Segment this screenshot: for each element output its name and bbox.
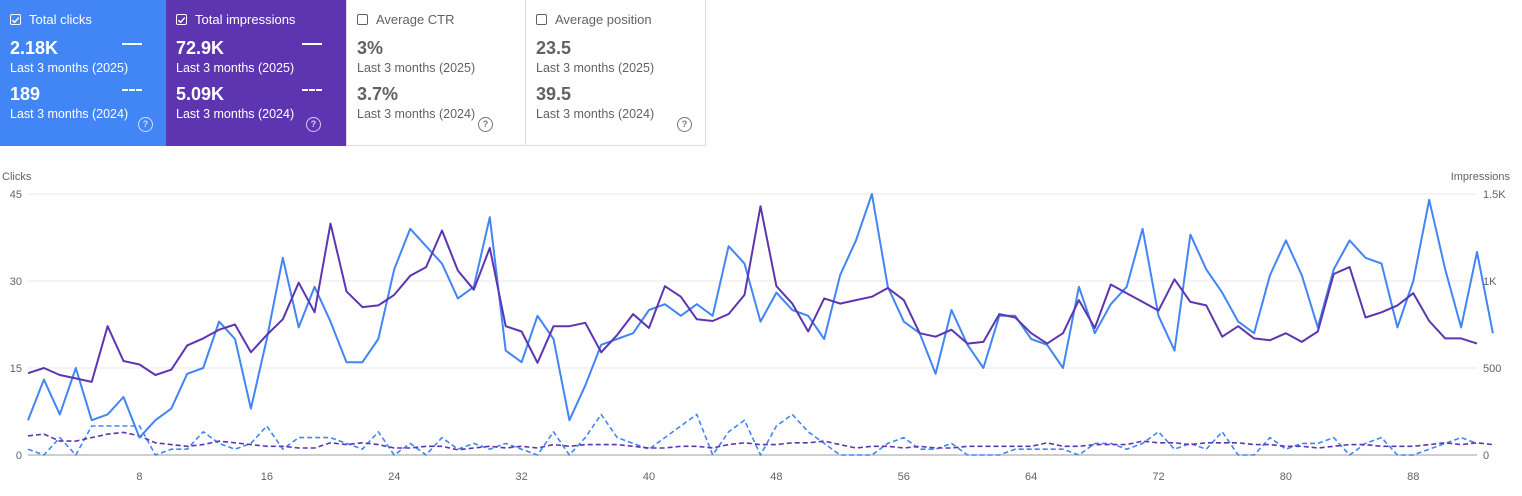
total-clicks-card[interactable]: Total clicks 2.18K Last 3 months (2025) … [0, 0, 166, 146]
x-tick-label: 32 [515, 471, 527, 483]
x-tick-label: 16 [261, 471, 273, 483]
x-tick-label: 80 [1280, 471, 1292, 483]
average-ctr-current-period: Last 3 months (2025) [357, 61, 476, 75]
total-impressions-previous-value: 5.09K [176, 84, 225, 104]
y-right-axis-label: Impressions [1451, 171, 1511, 183]
average-ctr-header[interactable]: Average CTR [357, 12, 455, 27]
x-tick-label: 8 [136, 471, 142, 483]
average-position-previous-period: Last 3 months (2024) [536, 107, 655, 121]
y-right-tick-label: 1K [1483, 276, 1497, 288]
total-impressions-label: Total impressions [195, 12, 296, 27]
x-tick-label: 24 [388, 471, 400, 483]
y-left-tick-label: 45 [10, 189, 22, 201]
average-position-header[interactable]: Average position [536, 12, 652, 27]
total-impressions-current-period: Last 3 months (2025) [176, 61, 295, 75]
y-right-tick-label: 1.5K [1483, 189, 1506, 201]
total-clicks-label: Total clicks [29, 12, 92, 27]
impressions-current-line[interactable] [27, 205, 1478, 383]
clicks-previous-line[interactable] [27, 413, 1478, 456]
checkbox-checked-icon[interactable] [10, 14, 21, 25]
y-left-tick-label: 15 [10, 363, 22, 375]
average-position-current-value: 23.5 [536, 38, 572, 58]
x-tick-label: 64 [1025, 471, 1037, 483]
clicks-current-line[interactable] [27, 193, 1494, 439]
help-icon[interactable]: ? [478, 117, 493, 132]
chart-series[interactable] [27, 193, 1494, 456]
solid-line-legend-icon [122, 43, 142, 45]
average-ctr-card[interactable]: Average CTR 3% Last 3 months (2025) 3.7%… [346, 0, 526, 146]
help-icon[interactable]: ? [138, 117, 153, 132]
average-position-current-period: Last 3 months (2025) [536, 61, 655, 75]
help-icon[interactable]: ? [306, 117, 321, 132]
checkbox-unchecked-icon[interactable] [536, 14, 547, 25]
x-tick-label: 88 [1407, 471, 1419, 483]
total-impressions-current-value: 72.9K [176, 38, 225, 58]
x-tick-label: 40 [643, 471, 655, 483]
total-clicks-previous-period: Last 3 months (2024) [10, 107, 129, 121]
checkbox-unchecked-icon[interactable] [357, 14, 368, 25]
y-right-tick-label: 500 [1483, 363, 1501, 375]
average-position-label: Average position [555, 12, 652, 27]
y-left-axis-label: Clicks [2, 171, 32, 183]
chart-labels: 0 0 15 500 30 1K 45 1.5K 8 16 24 32 40 48 56 64 72 80 88 Cl… [2, 171, 1511, 483]
y-left-tick-label: 0 [16, 450, 22, 462]
checkbox-checked-icon[interactable] [176, 14, 187, 25]
total-impressions-header[interactable]: Total impressions [176, 12, 295, 27]
chart-gridlines [28, 193, 1477, 456]
total-clicks-current-period: Last 3 months (2025) [10, 61, 129, 75]
help-icon[interactable]: ? [677, 117, 692, 132]
total-impressions-previous-period: Last 3 months (2024) [176, 107, 295, 121]
average-ctr-previous-value: 3.7% [357, 84, 399, 104]
average-position-card[interactable]: Average position 23.5 Last 3 months (202… [526, 0, 706, 146]
impressions-previous-line[interactable] [27, 431, 1493, 451]
dashed-line-legend-icon [302, 89, 322, 91]
performance-line-chart[interactable]: 0 0 15 500 30 1K 45 1.5K 8 16 24 32 40 48 56 64 72 80 88 Cl… [0, 166, 1522, 496]
dashed-line-legend-icon [122, 89, 142, 91]
metric-cards: Total clicks 2.18K Last 3 months (2025) … [0, 0, 706, 146]
y-right-tick-label: 0 [1483, 450, 1489, 462]
y-left-tick-label: 30 [10, 276, 22, 288]
total-clicks-previous-value: 189 [10, 84, 41, 104]
average-position-previous-value: 39.5 [536, 84, 572, 104]
average-ctr-previous-period: Last 3 months (2024) [357, 107, 476, 121]
average-ctr-label: Average CTR [376, 12, 455, 27]
x-tick-label: 48 [770, 471, 782, 483]
x-tick-label: 56 [898, 471, 910, 483]
total-clicks-header[interactable]: Total clicks [10, 12, 92, 27]
total-clicks-current-value: 2.18K [10, 38, 59, 58]
average-ctr-current-value: 3% [357, 38, 384, 58]
total-impressions-card[interactable]: Total impressions 72.9K Last 3 months (2… [166, 0, 346, 146]
solid-line-legend-icon [302, 43, 322, 45]
x-tick-label: 72 [1152, 471, 1164, 483]
